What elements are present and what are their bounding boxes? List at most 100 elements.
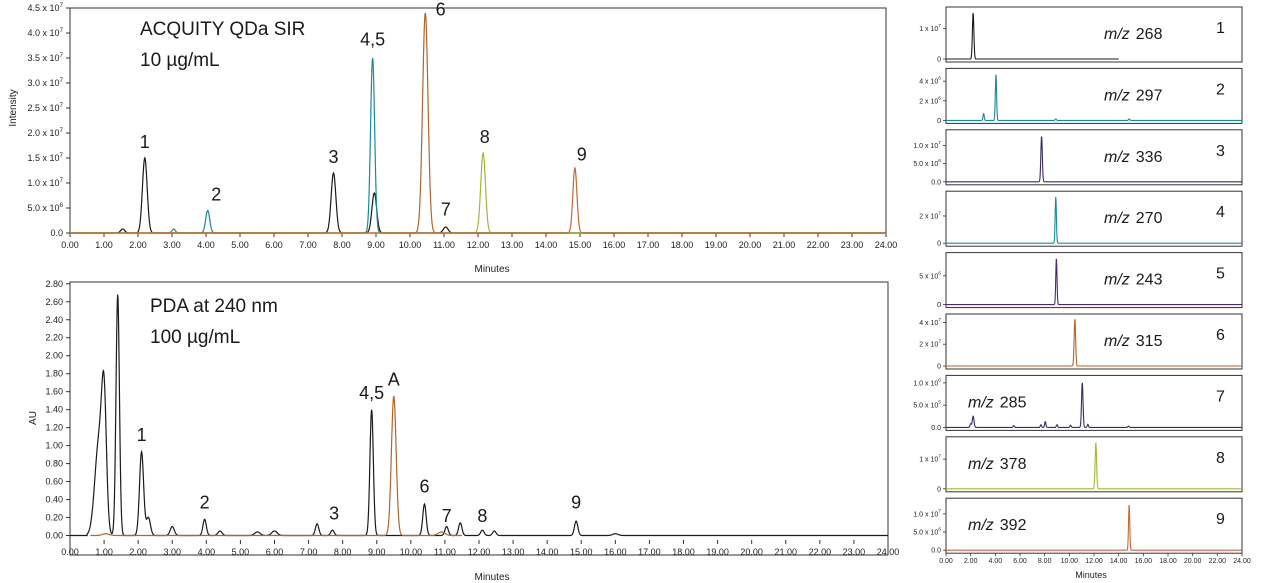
trace-frame	[945, 436, 1243, 493]
trace-y-label: 0	[937, 486, 941, 493]
trace-y-label: 1 x 107	[919, 23, 941, 33]
pda-chromatogram: 0.00 1.00 2.00 3.00 4.00 5.00 6.00 7.00 8.00 9.00…	[28, 279, 899, 583]
pda-axes: 0.00 1.00 2.00 3.00 4.00 5.00 6.00 7.00 8.00 9.00…	[45, 279, 899, 557]
y-tick-label: 0.20	[45, 513, 63, 523]
x-tick-label: 13.00	[502, 547, 525, 557]
trace-y-label: 2 x 106	[919, 95, 941, 105]
x-tick-label: 6.00	[265, 240, 283, 250]
x-tick-label: 3.00	[163, 240, 181, 250]
trace-x-label: 24.00	[1233, 558, 1251, 565]
trace-y-label: 0	[937, 241, 941, 248]
y-tick-label: 3.0 x 107	[27, 77, 63, 88]
x-tick-label: 11.00	[434, 547, 456, 557]
trace-line	[946, 442, 1242, 490]
trace-y-label: 0	[937, 302, 941, 309]
trace-line	[946, 319, 1242, 367]
peak-label: 7	[441, 200, 451, 220]
trace-mz-label: m/z 392	[968, 517, 1027, 534]
peak-label: 7	[442, 506, 452, 526]
y-tick-label: 4.0 x 107	[27, 27, 63, 38]
pda-peak-labels: 1 2 3 4,5A 67 8 9	[137, 369, 582, 526]
x-tick-label: 23.00	[843, 547, 866, 557]
trace-x-label: 10.00	[1061, 558, 1079, 565]
x-tick-label: 20.00	[740, 547, 763, 557]
trace-x-label: 14.00	[1110, 558, 1128, 565]
pda-series	[70, 294, 888, 537]
sir-trace-2	[70, 57, 886, 234]
trace-x-label: 6.00	[1013, 558, 1027, 565]
peak-label: 8	[477, 506, 487, 526]
trace-y-label: 1.0 x 106	[913, 377, 941, 387]
peak-label: 4,5	[359, 383, 384, 403]
trace-panel-3: 0.0 5.0 x 106 1.0 x 107 m/z 336 3	[913, 129, 1243, 186]
sir-trace-panels: 0 1 x 107 m/z 268 1 0 2 x 106 4 x 106 m/z 297 2 0.0…	[913, 6, 1243, 555]
x-tick-label: 20.00	[739, 240, 762, 250]
trace-y-label: 2 x 107	[919, 339, 941, 349]
trace-frame	[945, 313, 1243, 370]
sir-plot-frame	[69, 7, 887, 234]
sir-peak-labels: 1 2 3 4,5 6 7 8 9	[140, 0, 587, 220]
trace-line	[946, 13, 1119, 60]
y-tick-label: 0.60	[45, 477, 63, 487]
x-tick-label: 7.00	[300, 547, 318, 557]
trace-y-label: 0.0	[931, 425, 941, 432]
x-tick-label: 16.00	[604, 547, 627, 557]
trace-y-label: 2 x 107	[919, 210, 941, 220]
trace-frame	[945, 6, 1243, 63]
x-tick-label: 15.00	[570, 547, 593, 557]
y-tick-label: 0.0	[50, 228, 63, 238]
y-tick-label: 1.00	[45, 441, 63, 451]
trace-index: 7	[1216, 388, 1225, 405]
x-tick-label: 13.00	[501, 240, 524, 250]
trace-y-label: 0	[937, 118, 941, 125]
trace-xlabel: Minutes	[1075, 570, 1107, 580]
trace-x-label: 18.00	[1159, 558, 1177, 565]
y-tick-label: 2.40	[45, 315, 63, 325]
sir-trace-4	[70, 151, 886, 234]
x-tick-label: 8.00	[334, 547, 352, 557]
y-tick-label: 1.40	[45, 405, 63, 415]
trace-y-label: 0.0	[931, 179, 941, 186]
trace-y-label: 1 x 107	[919, 454, 941, 464]
trace-panel-8: 0 1 x 107 m/z 378 8	[919, 436, 1243, 493]
x-tick-label: 12.00	[467, 240, 490, 250]
trace-y-label: 1.0 x 107	[913, 140, 941, 150]
peak-label: 2	[211, 185, 221, 205]
trace-y-label: 5.0 x 106	[913, 158, 941, 168]
x-tick-label: 5.00	[232, 547, 250, 557]
x-tick-label: 0.00	[61, 240, 79, 250]
trace-x-label: 2.00	[964, 558, 978, 565]
trace-mz-label: m/z 315	[1104, 333, 1163, 350]
x-tick-label: 17.00	[637, 240, 660, 250]
peak-label: 6	[436, 0, 446, 20]
trace-mz-label: m/z 243	[1104, 272, 1163, 289]
trace-y-label: 5.0 x 105	[913, 400, 941, 410]
trace-panel-2: 0 2 x 106 4 x 106 m/z 297 2	[919, 67, 1243, 125]
x-tick-label: 17.00	[638, 547, 661, 557]
y-tick-label: 2.20	[45, 333, 63, 343]
x-tick-label: 5.00	[231, 240, 249, 250]
sir-xlabel: Minutes	[474, 264, 509, 275]
x-tick-label: 19.00	[706, 547, 729, 557]
x-tick-label: 11.00	[433, 240, 455, 250]
x-tick-label: 0.00	[61, 547, 79, 557]
x-tick-label: 3.00	[163, 547, 181, 557]
sir-ylabel: Intensity	[8, 89, 19, 126]
y-tick-label: 0.00	[45, 531, 63, 541]
trace-mz-label: m/z 268	[1104, 26, 1163, 43]
trace-line	[946, 74, 1242, 121]
y-tick-label: 2.0 x 107	[27, 127, 63, 138]
trace-panel-9: 0.0 5.0 x 106 1.0 x 107 m/z 392 9	[913, 497, 1243, 555]
trace-index: 4	[1216, 204, 1225, 221]
pda-xlabel: Minutes	[474, 572, 509, 583]
x-tick-label: 4.00	[198, 547, 216, 557]
sir-series	[70, 12, 886, 234]
peak-label: 9	[571, 493, 581, 513]
trace-y-label: 4 x 107	[919, 317, 941, 327]
trace-frame	[945, 374, 1243, 431]
pda-trace-2	[90, 396, 462, 537]
peak-label: 1	[137, 425, 147, 445]
x-tick-label: 19.00	[705, 240, 728, 250]
trace-panel-6: 0 2 x 107 4 x 107 m/z 315 6	[919, 313, 1243, 371]
